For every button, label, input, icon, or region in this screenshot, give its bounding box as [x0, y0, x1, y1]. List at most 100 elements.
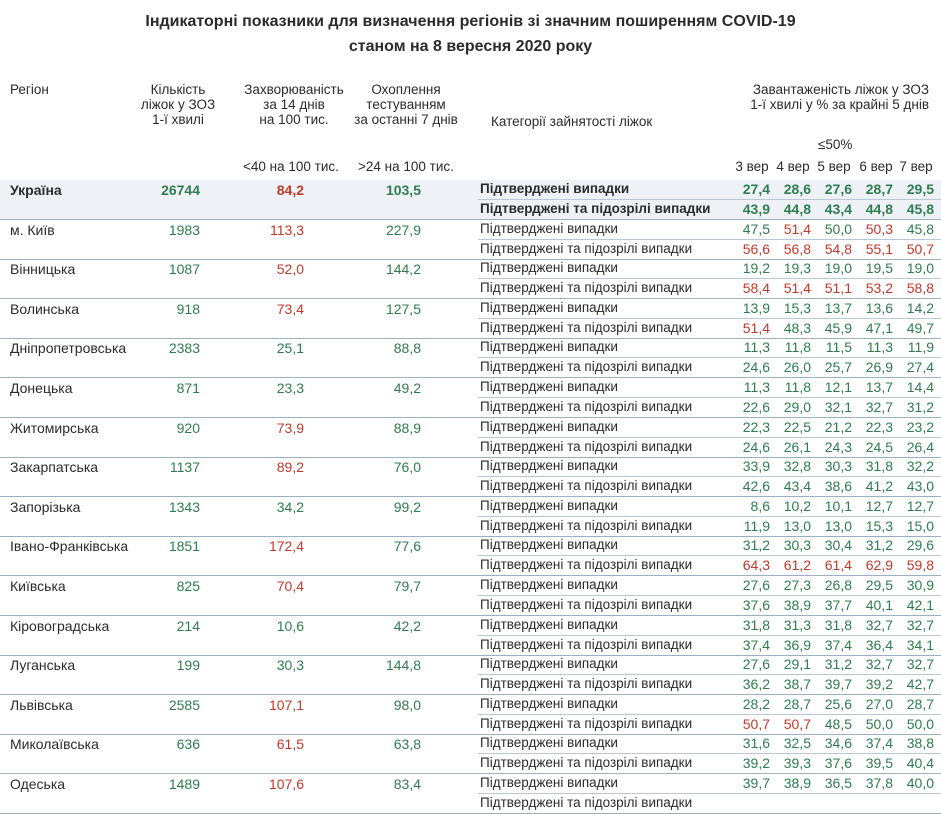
load-value: 15,3 — [865, 517, 893, 534]
load-value: 24,6 — [742, 359, 770, 376]
load-value: 45,8 — [906, 220, 934, 237]
testing-value: 103,5 — [385, 182, 421, 198]
load-value: 15,3 — [783, 299, 811, 316]
load-value: 26,1 — [783, 438, 811, 455]
header-load: Завантаженість ліжок у ЗОЗ 1-ї хвилі у %… — [750, 82, 929, 112]
confirmed-subrow: Підтверджені випадки 28,2 28,7 25,6 27,0 28,7 — [478, 695, 941, 715]
load-value: 11,5 — [825, 339, 852, 356]
testing-value: 144,2 — [385, 261, 421, 278]
table-row: Київська 825 70,4 79,7 Підтверджені випадки 2… — [0, 576, 941, 616]
load-value: 12,7 — [906, 497, 934, 514]
load-value: 23,2 — [906, 418, 934, 435]
beds-count: 1343 — [168, 498, 200, 515]
page-subtitle: станом на 8 вересня 2020 року — [348, 38, 593, 55]
load-value: 44,8 — [865, 201, 893, 217]
load-value: 21,2 — [824, 418, 852, 435]
incidence-value: 34,2 — [276, 498, 304, 515]
load-value: 28,7 — [906, 695, 934, 712]
load-value: 42,1 — [906, 597, 934, 613]
load-value: 56,8 — [783, 240, 811, 257]
suspected-subrow: Підтверджені та підозрілі випадки 58,4 51,… — [478, 279, 941, 299]
category-label: Підтверджені випадки — [480, 379, 618, 394]
testing-value: 88,8 — [393, 340, 421, 357]
load-value: 36,9 — [783, 636, 811, 653]
load-value: 59,8 — [906, 557, 934, 574]
threshold-incidence: <40 на 100 тис. — [243, 159, 339, 174]
load-value: 50,7 — [742, 715, 770, 732]
load-value: 26,9 — [865, 359, 893, 376]
load-value: 27,6 — [742, 656, 770, 673]
load-value: 28,2 — [742, 695, 770, 712]
load-value: 40,1 — [865, 597, 893, 613]
load-value: 61,4 — [824, 557, 852, 574]
table-row: Вінницька 1087 52,0 144,2 Підтверджені випад… — [0, 259, 941, 300]
load-value: 39,5 — [865, 755, 893, 772]
load-value: 26,4 — [906, 438, 934, 455]
confirmed-subrow: Підтверджені випадки 11,3 11,8 12,1 13,7 14,4 — [478, 378, 941, 398]
category-label: Підтверджені випадки — [480, 695, 618, 711]
incidence-value: 30,3 — [276, 657, 304, 674]
header-beds: Кількість ліжок у ЗОЗ 1-ї хвилі — [128, 82, 228, 127]
incidence-value: 73,9 — [276, 419, 304, 436]
load-value: 50,7 — [783, 715, 811, 732]
category-label: Підтверджені випадки — [480, 775, 618, 790]
table-row: Івано-Франківська 1851 172,4 77,6 Підтвердже… — [0, 536, 941, 577]
day-header: 6 вер — [859, 159, 893, 174]
confirmed-subrow: Підтверджені випадки 27,4 28,6 27,6 28,7 29,5 — [478, 180, 941, 200]
incidence-value: 23,3 — [276, 380, 304, 396]
testing-value: 144,8 — [385, 657, 421, 674]
incidence-value: 70,4 — [276, 578, 304, 594]
table-row: Запорізька 1343 34,2 99,2 Підтверджені випад… — [0, 497, 941, 537]
load-value: 49,7 — [906, 319, 934, 336]
page-title: Індикаторні показники для визначення рег… — [145, 13, 796, 30]
load-value: 37,4 — [865, 735, 893, 752]
load-value: 13,7 — [865, 379, 893, 395]
load-value: 13,9 — [742, 299, 770, 316]
load-value: 47,5 — [742, 220, 770, 237]
beds-count: 2383 — [168, 340, 200, 357]
region-name: Кіровоградська — [10, 617, 110, 634]
incidence-value: 89,2 — [276, 459, 304, 476]
day-header: 4 вер — [776, 159, 810, 174]
load-value: 53,2 — [865, 280, 893, 297]
load-value: 37,8 — [865, 775, 893, 791]
load-value: 31,2 — [742, 537, 770, 554]
load-value: 30,4 — [824, 537, 852, 554]
region-name: Дніпропетровська — [10, 340, 127, 357]
testing-value: 227,9 — [385, 221, 421, 238]
load-value: 44,8 — [783, 201, 811, 217]
incidence-value: 61,5 — [276, 736, 304, 753]
region-name: Донецька — [10, 380, 73, 396]
load-value: 48,5 — [824, 715, 852, 732]
load-value: 39,7 — [824, 676, 852, 693]
load-value: 27,3 — [783, 577, 811, 593]
load-value: 31,8 — [824, 616, 852, 633]
load-value: 40,4 — [906, 755, 934, 772]
load-value: 10,2 — [783, 497, 811, 514]
incidence-value: 107,1 — [268, 696, 304, 713]
load-value: 24,3 — [824, 438, 852, 455]
load-value: 38,9 — [783, 775, 811, 791]
load-value: 27,6 — [742, 577, 770, 593]
confirmed-subrow: Підтверджені випадки 31,2 30,3 30,4 31,2 29,6 — [478, 536, 941, 557]
load-value: 11,9 — [907, 339, 934, 356]
load-value: 34,1 — [906, 636, 934, 653]
load-value: 42,6 — [742, 478, 770, 495]
beds-count: 920 — [176, 419, 200, 436]
load-value: 19,0 — [906, 260, 934, 277]
load-value: 22,3 — [865, 418, 893, 435]
load-value: 43,9 — [742, 201, 770, 217]
testing-value: 127,5 — [385, 300, 421, 317]
load-value: 12,1 — [824, 379, 852, 395]
category-label: Підтверджені випадки — [480, 181, 630, 196]
load-value: 61,2 — [783, 557, 811, 574]
beds-count: 26744 — [161, 182, 200, 198]
load-value: 29,0 — [783, 399, 811, 415]
load-value: 45,8 — [906, 201, 934, 217]
confirmed-subrow: Підтверджені випадки 27,6 27,3 26,8 29,5 30,9 — [478, 576, 941, 596]
category-label: Підтверджені та підозрілі випадки — [480, 478, 693, 494]
region-name: Запорізька — [10, 498, 81, 515]
load-value: 11,3 — [743, 379, 770, 395]
table-row: Миколаївська 636 61,5 63,8 Підтверджені випа… — [0, 734, 941, 775]
incidence-value: 107,6 — [268, 776, 304, 792]
